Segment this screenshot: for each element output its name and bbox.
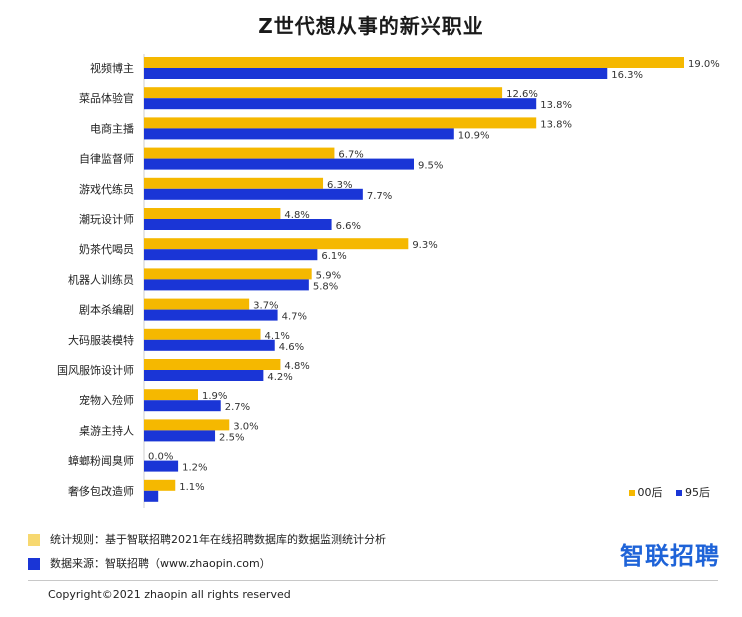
note-rule-text: 统计规则：基于智联招聘2021年在线招聘数据库的数据监测统计分析	[50, 533, 386, 546]
note-source: 数据来源：智联招聘（www.zhaopin.com）	[28, 552, 386, 576]
copyright-text: Copyright©2021 zhaopin all rights reserv…	[48, 588, 291, 601]
legend: 00后 95后	[619, 484, 710, 500]
value-label-95: 2.5%	[219, 432, 244, 443]
chart-title: Z世代想从事的新兴职业	[258, 14, 484, 38]
note-source-box	[28, 558, 40, 570]
value-label-95: 6.6%	[336, 221, 361, 232]
bar-95	[144, 430, 216, 442]
value-label-00: 4.8%	[284, 210, 309, 221]
legend-item-00: 00后	[628, 486, 667, 499]
value-label-95: 1.2%	[182, 463, 207, 474]
note-source-text: 数据来源：智联招聘（www.zhaopin.com）	[50, 557, 271, 570]
value-label-00: 9.3%	[412, 240, 437, 251]
bar-00	[144, 238, 409, 250]
value-label-00: 4.1%	[265, 331, 290, 342]
bar-95	[144, 219, 332, 230]
legend-item-95: 95后	[676, 486, 710, 499]
bar-chart: 视频博主 19.0%16.3%菜品体验官 12.6%13.8%电商主播 13.8%10…	[57, 54, 720, 508]
value-label-95: 13.8%	[540, 100, 572, 111]
category-label: 自律监督师	[79, 152, 134, 166]
bar-00	[144, 328, 261, 340]
bar-95	[144, 490, 159, 502]
legend-label-00: 00后	[637, 486, 663, 499]
bar-00	[144, 177, 324, 189]
note-rule: 统计规则：基于智联招聘2021年在线招聘数据库的数据监测统计分析	[28, 528, 386, 552]
bar-00	[144, 419, 230, 431]
value-label-00: 6.7%	[338, 150, 363, 161]
category-label: 视频博主	[90, 61, 134, 75]
value-label-95: 16.3%	[611, 70, 643, 81]
category-label: 国风服饰设计师	[57, 363, 134, 377]
value-label-00: 5.9%	[316, 270, 341, 281]
value-label-95: 9.5%	[418, 161, 443, 172]
bar-95	[144, 128, 454, 140]
value-label-95: 6.1%	[321, 251, 346, 262]
value-label-00: 3.0%	[233, 421, 258, 432]
bar-00	[144, 359, 281, 370]
value-label-95: 2.7%	[225, 402, 250, 413]
bar-95	[144, 400, 221, 412]
category-label: 机器人训练员	[68, 272, 134, 286]
bar-95	[144, 309, 278, 321]
value-label-00: 3.7%	[253, 301, 278, 312]
footer-divider	[28, 580, 718, 581]
value-label-00: 1.1%	[179, 482, 204, 493]
bar-95	[144, 98, 537, 110]
bar-95	[144, 68, 608, 79]
bar-95	[144, 249, 318, 261]
legend-label-95: 95后	[685, 486, 710, 499]
bar-00	[144, 87, 503, 99]
bar-95	[144, 158, 414, 170]
value-label-00: 12.6%	[506, 89, 538, 100]
bar-95	[144, 339, 275, 351]
value-label-95: 4.7%	[282, 312, 307, 323]
category-label: 剧本杀编剧	[79, 303, 134, 317]
bar-00	[144, 208, 281, 219]
bar-95	[144, 279, 309, 291]
bar-00	[144, 117, 537, 129]
legend-swatch-95	[676, 489, 682, 496]
value-label-00: 1.9%	[202, 391, 227, 402]
category-label: 奢侈包改造师	[68, 484, 134, 498]
legend-swatch-00	[628, 489, 635, 496]
category-label: 桌游主持人	[79, 423, 134, 437]
category-label: 菜品体验官	[79, 91, 134, 105]
category-label: 电商主播	[90, 121, 134, 135]
category-label: 潮玩设计师	[79, 212, 134, 226]
bar-00	[144, 479, 176, 491]
value-label-95: 4.2%	[267, 372, 292, 383]
bar-00	[144, 147, 335, 159]
category-label: 大码服装模特	[68, 333, 134, 347]
bar-95	[144, 188, 363, 200]
notes: 统计规则：基于智联招聘2021年在线招聘数据库的数据监测统计分析 数据来源：智联…	[28, 528, 386, 576]
value-label-95: 7.7%	[367, 191, 392, 202]
category-label: 蟑螂粉闻臭师	[68, 454, 134, 468]
value-label-00: 19.0%	[688, 59, 720, 70]
category-label: 奶茶代喝员	[79, 242, 134, 256]
bar-00	[144, 298, 250, 310]
value-label-95: 10.9%	[458, 130, 490, 141]
bar-00	[144, 57, 684, 68]
value-label-00: 0.0%	[148, 452, 173, 463]
zhaopin-logo: 智联招聘	[620, 542, 720, 570]
value-label-00: 13.8%	[540, 119, 572, 130]
bar-00	[144, 389, 198, 401]
bar-95	[144, 460, 179, 472]
value-label-95: 4.6%	[279, 342, 304, 353]
note-rule-box	[28, 534, 40, 546]
value-label-00: 4.8%	[284, 361, 309, 372]
bar-00	[144, 268, 312, 280]
bar-95	[144, 370, 264, 381]
category-label: 游戏代练员	[79, 182, 134, 196]
value-label-95: 5.8%	[313, 281, 338, 292]
category-label: 宠物入殓师	[79, 393, 134, 407]
value-label-00: 6.3%	[327, 180, 352, 191]
